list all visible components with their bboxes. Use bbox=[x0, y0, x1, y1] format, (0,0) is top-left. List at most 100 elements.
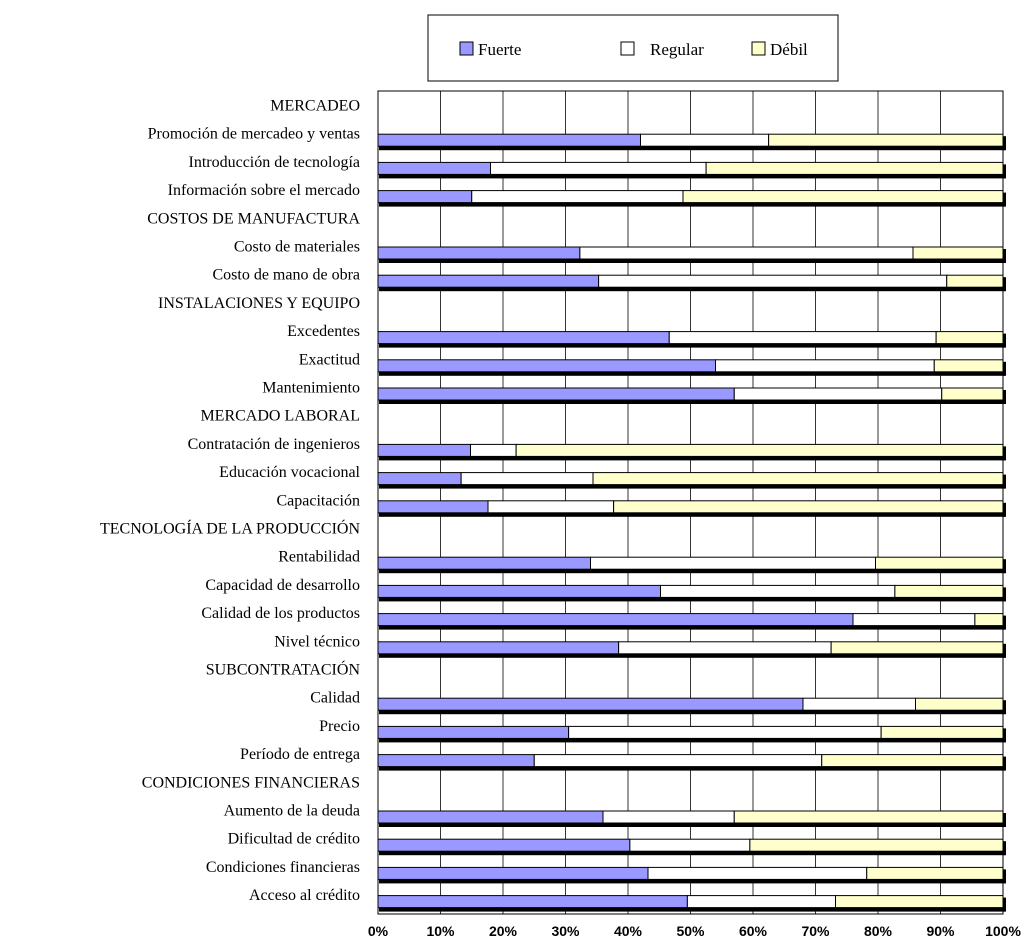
bar-segment-fuerte bbox=[377, 274, 600, 288]
category-header-label: CONDICIONES FINANCIERAS bbox=[142, 774, 360, 791]
bar-shadow-bottom bbox=[379, 766, 1005, 771]
bar-segment-fuerte bbox=[377, 443, 471, 457]
bar-row bbox=[377, 359, 1006, 376]
category-label: Período de entrega bbox=[240, 746, 360, 763]
bar-segment-fuerte bbox=[377, 190, 473, 204]
bar-segment-fuerte bbox=[377, 613, 854, 627]
bar-segment-debil bbox=[866, 866, 1004, 880]
bar-shadow-bottom bbox=[379, 456, 1005, 461]
bar-shadow-right bbox=[1003, 136, 1006, 151]
bar-shadow-bottom bbox=[379, 146, 1005, 151]
bar-segment-debil bbox=[935, 331, 1004, 345]
category-label: Nivel técnico bbox=[274, 633, 360, 650]
bar-segment-fuerte bbox=[377, 697, 804, 711]
bar-row bbox=[377, 613, 1006, 630]
bar-row bbox=[377, 133, 1006, 151]
category-label: Calidad de los productos bbox=[201, 605, 360, 622]
bar-shadow-right bbox=[1003, 559, 1006, 574]
bar-segment-regular bbox=[598, 274, 948, 288]
bar-segment-debil bbox=[933, 359, 1004, 373]
bar-row bbox=[377, 697, 1006, 715]
bar-shadow-right bbox=[1003, 700, 1006, 715]
bar-segment-regular bbox=[533, 754, 823, 768]
category-label: Calidad bbox=[310, 690, 360, 707]
bar-segment-debil bbox=[768, 133, 1004, 147]
bar-shadow-bottom bbox=[379, 625, 1005, 630]
bar-shadow-bottom bbox=[379, 512, 1005, 517]
x-tick-label: 100% bbox=[985, 923, 1021, 939]
bar-segment-debil bbox=[705, 161, 1004, 175]
bar-row bbox=[377, 556, 1006, 574]
category-label: Costo de mano de obra bbox=[212, 267, 360, 284]
category-header-label: TECNOLOGÍA DE LA PRODUCCIÓN bbox=[100, 519, 360, 538]
bar-segment-debil bbox=[515, 443, 1004, 457]
bar-segment-fuerte bbox=[377, 133, 641, 147]
bar-segment-regular bbox=[715, 359, 935, 373]
bar-segment-fuerte bbox=[377, 866, 649, 880]
bar-segment-regular bbox=[647, 866, 868, 880]
bar-segment-fuerte bbox=[377, 359, 716, 373]
bar-row bbox=[377, 500, 1006, 517]
bar-shadow-bottom bbox=[379, 259, 1005, 263]
bar-row bbox=[377, 725, 1006, 743]
bar-shadow-right bbox=[1003, 728, 1006, 743]
category-header-label: MERCADO LABORAL bbox=[200, 408, 360, 425]
category-header-label: MERCADEO bbox=[270, 98, 360, 115]
bar-shadow-bottom bbox=[379, 371, 1005, 376]
bar-shadow-right bbox=[1003, 390, 1006, 404]
category-labels: MERCADEO Promoción de mercadeo y ventas In… bbox=[100, 98, 361, 905]
category-label: Precio bbox=[319, 718, 360, 735]
bar-row bbox=[377, 190, 1006, 207]
bar-row bbox=[377, 584, 1006, 602]
bar-shadow-bottom bbox=[379, 823, 1005, 827]
bar-segment-debil bbox=[830, 641, 1004, 655]
bar-segment-debil bbox=[749, 838, 1004, 852]
bar-segment-regular bbox=[618, 641, 832, 655]
bar-segment-regular bbox=[470, 443, 517, 457]
bar-segment-regular bbox=[640, 133, 770, 147]
bar-segment-regular bbox=[471, 190, 684, 204]
bar-row bbox=[377, 641, 1006, 658]
bar-segment-regular bbox=[590, 556, 876, 570]
bar-shadow-right bbox=[1003, 615, 1006, 630]
bar-shadow-right bbox=[1003, 277, 1006, 292]
category-label: Rentabilidad bbox=[278, 549, 360, 566]
category-label: Mantenimiento bbox=[262, 380, 360, 397]
category-header-label: COSTOS DE MANUFACTURA bbox=[147, 210, 360, 227]
bar-row bbox=[377, 754, 1006, 771]
category-label: Dificultad de crédito bbox=[228, 831, 360, 848]
bar-segment-debil bbox=[682, 190, 1004, 204]
bar-segment-regular bbox=[602, 810, 735, 824]
bar-segment-debil bbox=[875, 556, 1004, 570]
bar-segment-fuerte bbox=[377, 810, 604, 824]
bar-row bbox=[377, 161, 1006, 179]
bar-shadow-bottom bbox=[379, 400, 1005, 404]
legend-label-debil: Débil bbox=[770, 40, 808, 59]
x-tick-label: 80% bbox=[864, 923, 893, 939]
category-label: Introducción de tecnología bbox=[189, 154, 361, 171]
bar-shadow-bottom bbox=[379, 174, 1005, 179]
bar-row bbox=[377, 246, 1006, 263]
category-label: Capacitación bbox=[276, 492, 360, 509]
bar-segment-fuerte bbox=[377, 584, 661, 598]
legend-swatch-debil bbox=[751, 41, 766, 56]
bar-row bbox=[377, 274, 1006, 292]
category-label: Condiciones financieras bbox=[206, 859, 360, 876]
bar-segment-regular bbox=[802, 697, 916, 711]
bar-row bbox=[377, 895, 1006, 912]
bar-shadow-bottom bbox=[379, 569, 1005, 574]
bar-segment-regular bbox=[579, 246, 914, 260]
bar-segment-debil bbox=[821, 754, 1004, 768]
bar-segment-regular bbox=[686, 895, 836, 909]
bar-segment-debil bbox=[946, 274, 1004, 288]
legend: Fuerte Regular Débil bbox=[427, 14, 839, 82]
bar-segment-fuerte bbox=[377, 556, 591, 570]
x-tick-label: 20% bbox=[489, 923, 518, 939]
bar-row bbox=[377, 866, 1006, 884]
bar-shadow-right bbox=[1003, 813, 1006, 827]
legend-swatch-regular bbox=[620, 41, 635, 56]
bar-segment-regular bbox=[568, 725, 882, 739]
category-label: Excedentes bbox=[287, 323, 360, 340]
bar-segment-fuerte bbox=[377, 838, 631, 852]
bar-segment-debil bbox=[915, 697, 1004, 711]
